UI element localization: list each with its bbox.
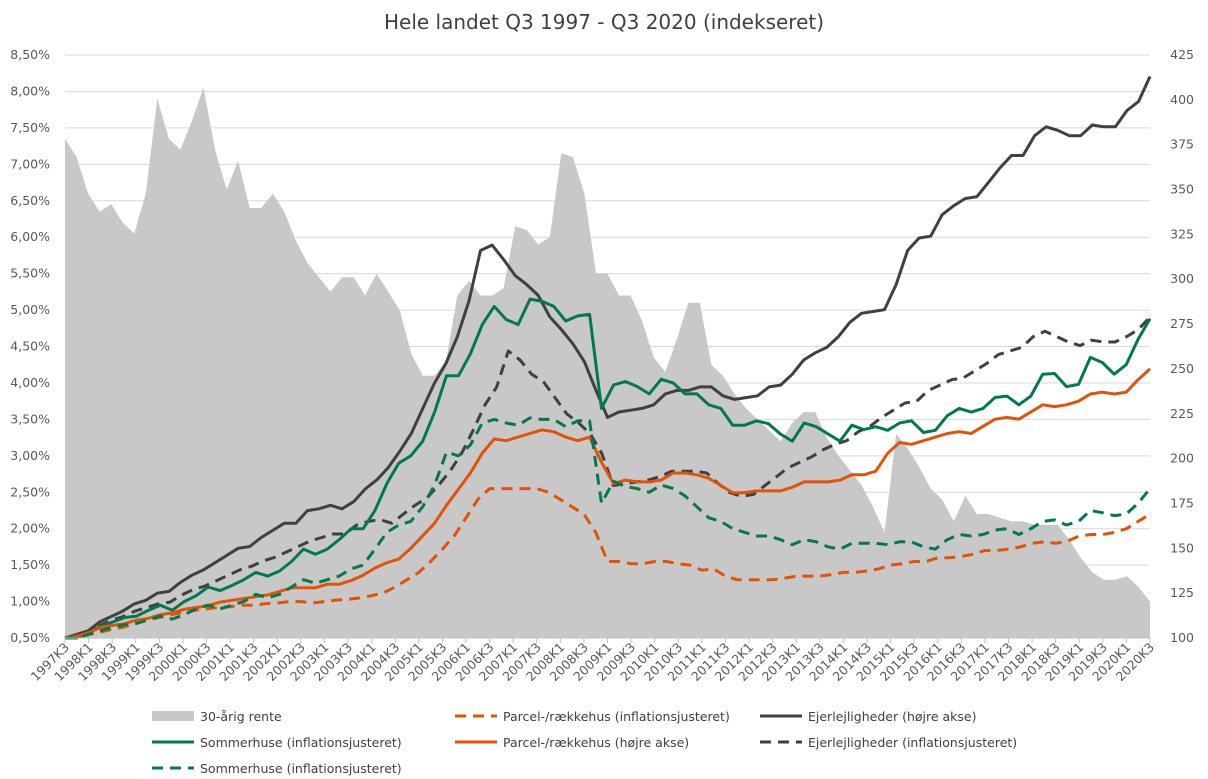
y-right-tick-label: 200 — [1170, 451, 1194, 466]
legend-label: Ejerlejligheder (inflationsjusteret) — [808, 735, 1017, 750]
legend-label: Parcel-/rækkehus (inflationsjusteret) — [503, 709, 730, 724]
y-left-tick-label: 4,00% — [10, 375, 50, 390]
legend-item: Sommerhuse (inflationsjusteret) — [152, 761, 402, 776]
series-line-1 — [64, 75, 1152, 640]
legend-item: Ejerlejligheder (inflationsjusteret) — [760, 735, 1017, 750]
legend-label: Parcel-/rækkehus (højre akse) — [503, 735, 689, 750]
rate-area-layer — [65, 87, 1150, 639]
y-left-tick-label: 8,50% — [10, 47, 50, 62]
y-left-tick-label: 3,00% — [10, 448, 50, 463]
x-axis: 1997K31998K11998K31999K11999K32000K12000… — [28, 637, 1157, 684]
y-left-tick-label: 2,50% — [10, 484, 50, 499]
y-right-tick-label: 250 — [1170, 361, 1194, 376]
series-lines-layer — [64, 75, 1152, 640]
y-right-tick-label: 100 — [1170, 630, 1194, 645]
y-left-tick-label: 0,50% — [10, 630, 50, 645]
y-left-tick-label: 7,00% — [10, 156, 50, 171]
series-line-2 — [64, 315, 1152, 640]
y-right-tick-label: 400 — [1170, 92, 1194, 107]
y-right-tick-label: 275 — [1170, 316, 1194, 331]
series-line-5 — [64, 487, 1151, 640]
y-left-tick-label: 4,50% — [10, 339, 50, 354]
y-left-tick-label: 6,00% — [10, 229, 50, 244]
y-left-tick-label: 1,00% — [10, 594, 50, 609]
y-right-tick-label: 175 — [1170, 495, 1194, 510]
y-right-tick-label: 300 — [1170, 271, 1194, 286]
y-right-tick-label: 325 — [1170, 226, 1194, 241]
legend-item: 30-årig rente — [152, 709, 282, 724]
left-axis: 0,50% 1,00% 1,50% 2,00% 2,50% 3,00% 3,50% 4,00%… — [10, 47, 50, 645]
y-left-tick-label: 8,00% — [10, 83, 50, 98]
y-left-tick-label: 5,50% — [10, 266, 50, 281]
legend-item: Ejerlejligheder (højre akse) — [760, 709, 977, 724]
y-left-tick-label: 5,00% — [10, 302, 50, 317]
legend: 30-årig rente Parcel-/rækkehus (inflation… — [152, 709, 1017, 776]
series-line-4 — [64, 367, 1152, 640]
y-right-tick-label: 150 — [1170, 540, 1194, 555]
y-right-tick-label: 225 — [1170, 406, 1194, 421]
y-left-tick-label: 6,50% — [10, 193, 50, 208]
legend-item: Sommerhuse (inflationsjusteret) — [152, 735, 402, 750]
chart-title: Hele landet Q3 1997 - Q3 2020 (indeksere… — [384, 10, 824, 34]
y-right-tick-label: 125 — [1170, 585, 1194, 600]
legend-swatch — [152, 711, 194, 721]
legend-label: Ejerlejligheder (højre akse) — [808, 709, 977, 724]
y-right-tick-label: 350 — [1170, 182, 1194, 197]
legend-item: Parcel-/rækkehus (inflationsjusteret) — [455, 709, 730, 724]
y-left-tick-label: 3,50% — [10, 411, 50, 426]
rate-area — [65, 87, 1150, 639]
legend-item: Parcel-/rækkehus (højre akse) — [455, 735, 689, 750]
right-axis: 100 125 150 175 200 225 250 275 300 325 350 375 400 4… — [1170, 47, 1194, 645]
y-right-tick-label: 375 — [1170, 137, 1194, 152]
legend-label: Sommerhuse (inflationsjusteret) — [200, 761, 402, 776]
series-line-6 — [65, 416, 1152, 640]
legend-label: 30-årig rente — [200, 709, 282, 724]
y-left-tick-label: 1,50% — [10, 557, 50, 572]
y-left-tick-label: 2,00% — [10, 521, 50, 536]
legend-label: Sommerhuse (inflationsjusteret) — [200, 735, 402, 750]
series-line-3 — [65, 297, 1152, 640]
y-left-tick-label: 7,50% — [10, 120, 50, 135]
y-right-tick-label: 425 — [1170, 47, 1194, 62]
